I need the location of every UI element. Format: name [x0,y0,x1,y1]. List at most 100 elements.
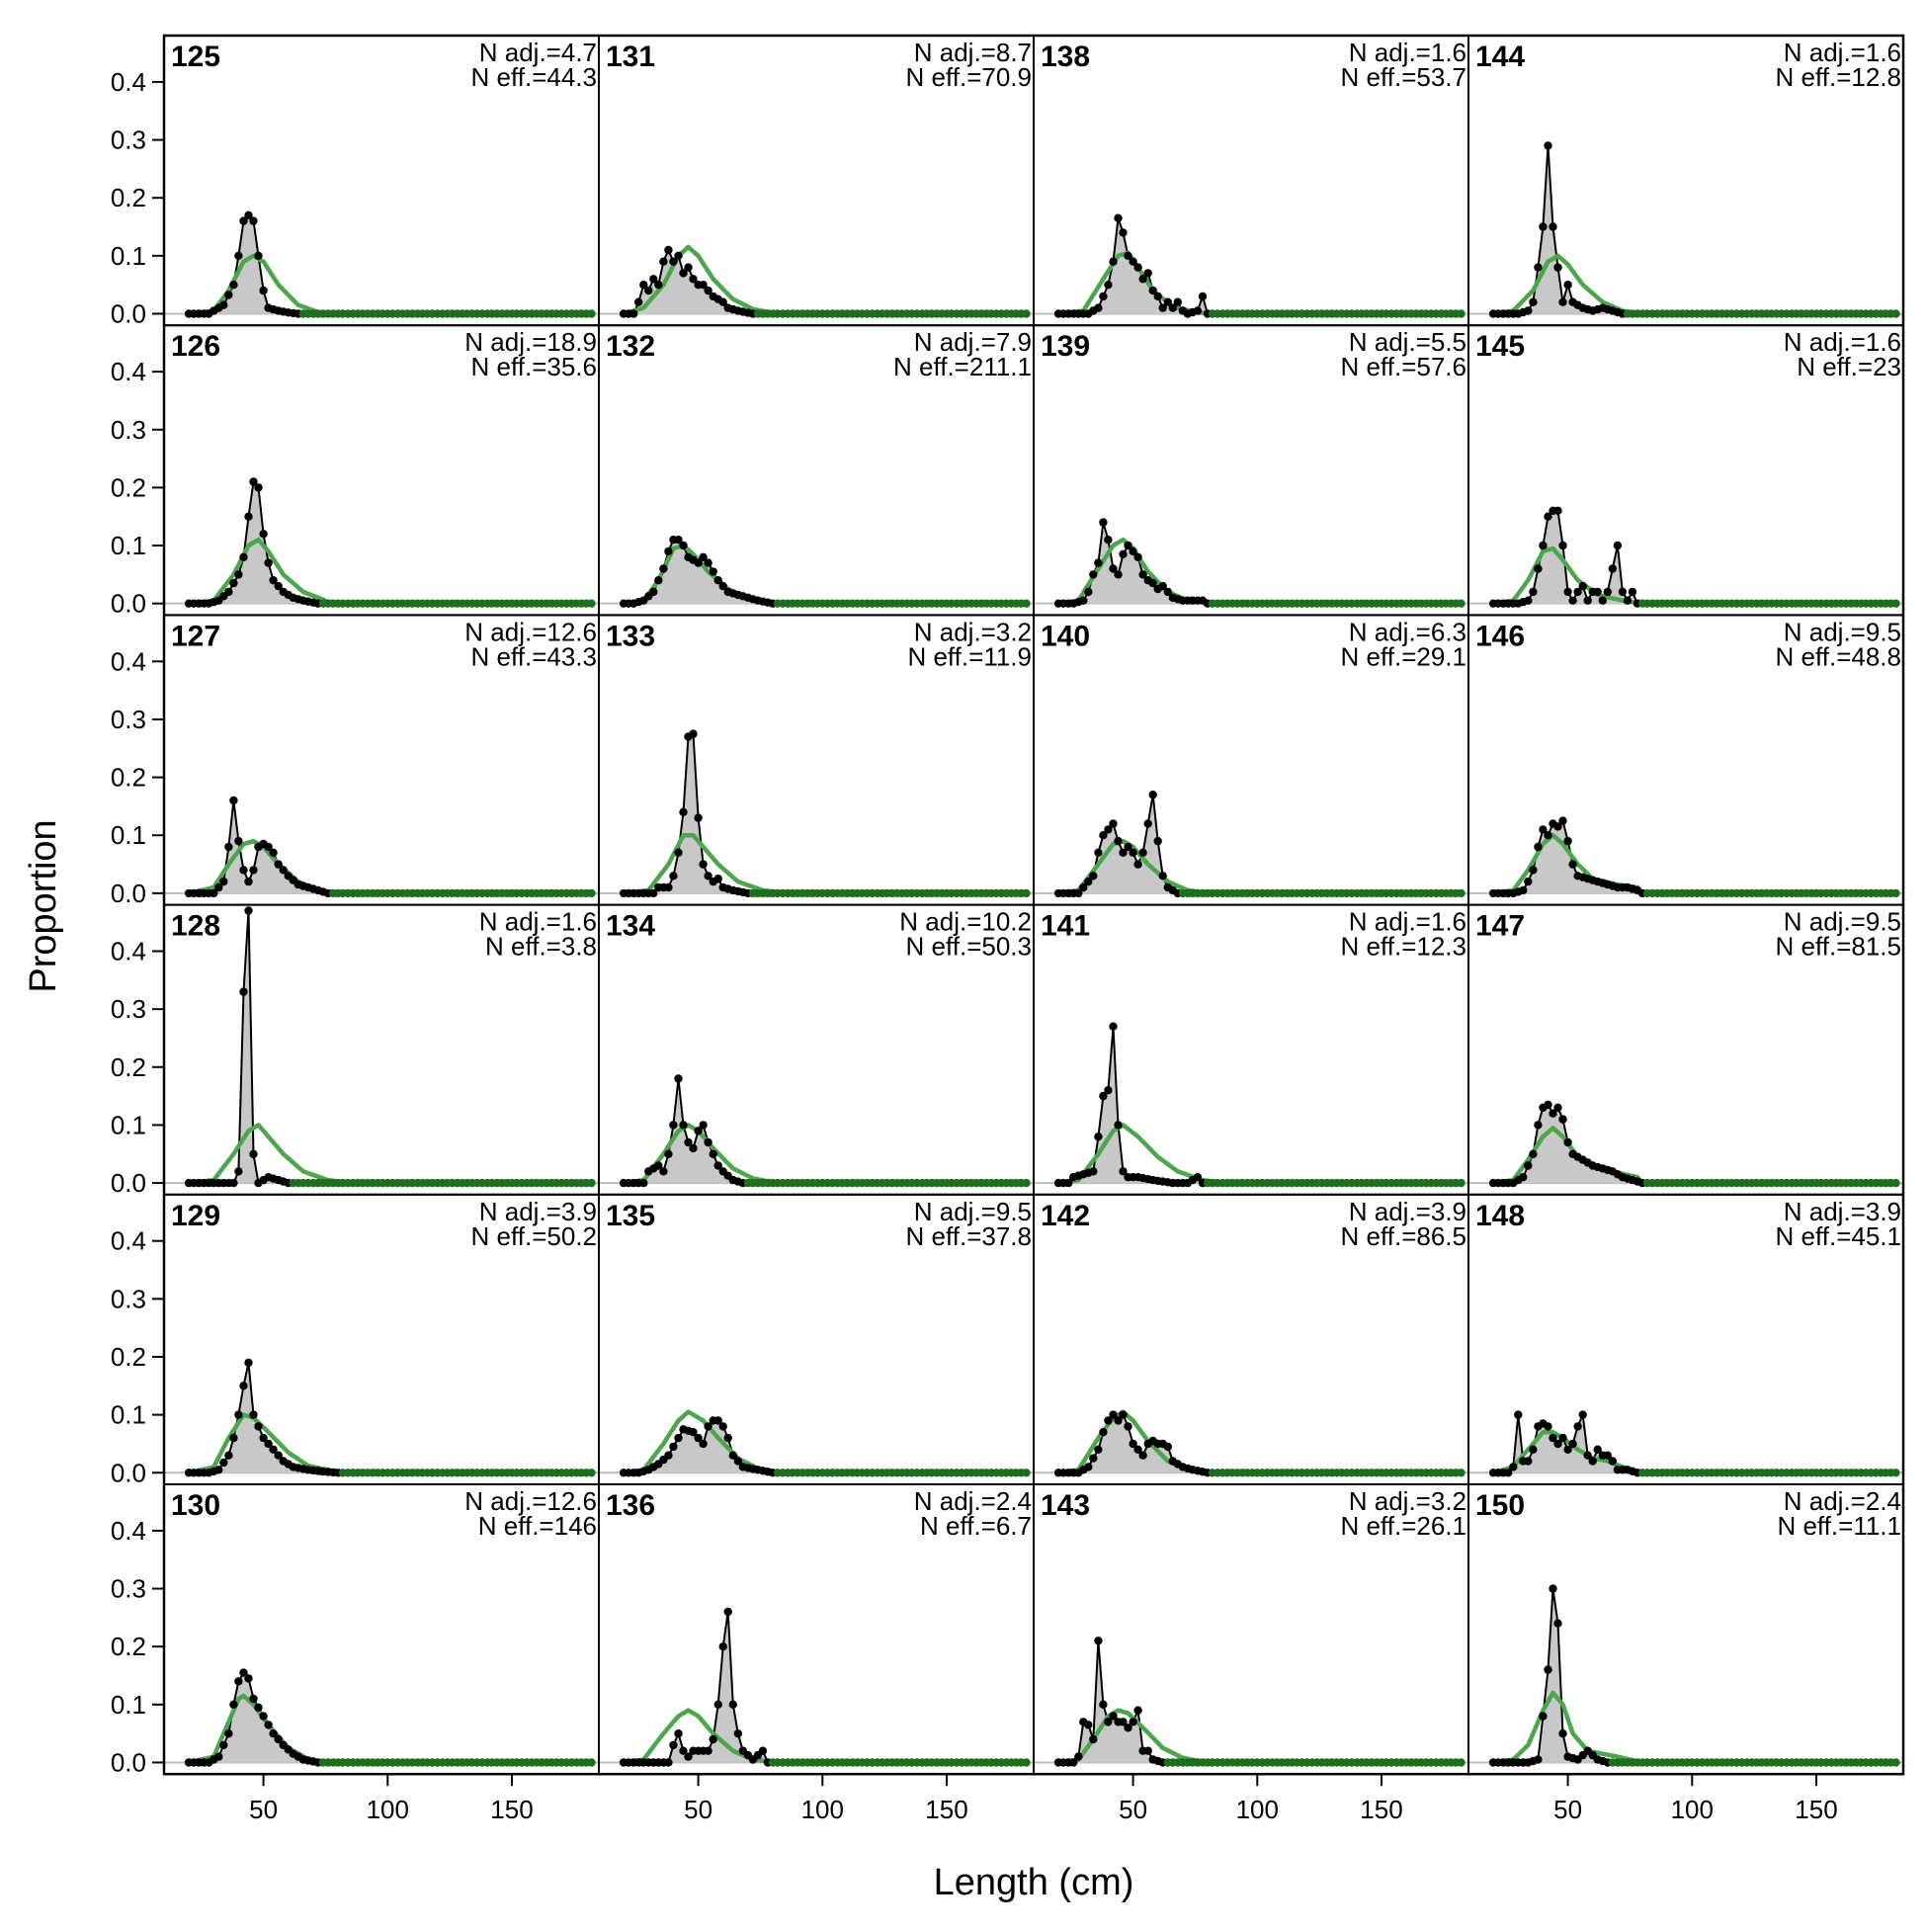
n-eff-label: N eff.=81.5 [1776,932,1901,962]
observed-point [219,1740,228,1750]
observed-point [664,1451,673,1460]
observed-point [1608,564,1618,573]
observed-point [1529,1149,1538,1159]
observed-point [279,866,288,875]
observed-point [264,1439,273,1449]
panel-id-label: 127 [171,620,220,652]
observed-point [1891,888,1900,898]
observed-point [1193,306,1203,315]
observed-point [1553,1439,1562,1449]
observed-point [1163,587,1173,597]
observed-point [1099,1428,1108,1437]
observed-point [229,1178,238,1188]
observed-point [1089,1167,1098,1176]
y-tick-label: 0.4 [111,646,146,676]
observed-point [713,576,722,585]
observed-point [664,882,673,892]
observed-point [209,888,218,898]
observed-point [244,1674,253,1683]
y-tick-label: 0.3 [111,994,146,1024]
n-eff-label: N eff.=45.1 [1776,1221,1901,1251]
observed-point [244,877,253,886]
observed-point [1133,860,1142,869]
observed-point [679,269,688,278]
observed-area [1493,820,1896,893]
observed-point [224,291,233,299]
n-adj-label: N adj.=10.2 [899,907,1032,937]
x-tick-label: 150 [925,1795,967,1824]
observed-point [1114,836,1123,846]
x-tick-label: 100 [1236,1795,1279,1824]
observed-point [1593,587,1602,597]
observed-point [244,210,253,219]
observed-point [269,1445,278,1455]
observed-point [1114,1121,1123,1130]
observed-point [1553,822,1562,831]
observed-point [1119,848,1128,857]
observed-point [1148,286,1157,295]
observed-point [1588,1457,1597,1466]
observed-point [1891,1178,1900,1188]
observed-point [1583,596,1592,605]
observed-point [224,1451,233,1460]
observed-point [664,546,673,556]
panel-id-label: 141 [1041,910,1090,943]
n-adj-label: N adj.=9.5 [1784,617,1901,646]
y-axis-title: Proportion [23,819,64,992]
observed-point [723,1607,732,1617]
observed-point [234,1410,243,1419]
observed-point [1022,1178,1031,1188]
observed-area [1493,1104,1896,1184]
observed-point [1544,1665,1552,1674]
y-tick-label: 0.4 [111,1226,146,1256]
observed-point [1544,512,1552,521]
observed-point [1104,825,1113,834]
n-eff-label: N eff.=11.1 [1777,1511,1901,1541]
observed-point [1158,581,1167,591]
observed-point [1457,888,1466,898]
observed-point [674,1074,683,1083]
observed-point [1529,297,1538,306]
y-tick-label: 0.2 [111,1052,146,1082]
observed-point [1891,1469,1900,1477]
observed-point [1524,1457,1533,1466]
n-adj-label: N adj.=1.6 [1784,38,1901,67]
observed-point [758,1746,768,1755]
observed-point [704,1137,712,1147]
n-eff-label: N eff.=44.3 [471,62,597,92]
observed-point [1099,1700,1108,1710]
observed-point [1568,1439,1577,1449]
observed-point [1109,1712,1118,1721]
observed-point [259,1433,268,1443]
observed-point [709,1149,717,1159]
panel-id-label: 150 [1475,1489,1525,1522]
observed-point [239,1382,248,1390]
panel-148: 148 N adj.=3.9N eff.=45.1 [1467,1193,1904,1486]
observed-point [249,866,258,875]
observed-point [1509,1463,1518,1471]
n-adj-label: N adj.=12.6 [464,617,597,646]
observed-area [189,1362,592,1473]
observed-area [624,250,1027,314]
observed-point [699,860,708,869]
observed-point [704,1746,712,1755]
x-tick-label: 50 [249,1795,278,1824]
panel-id-label: 134 [606,910,655,943]
x-tick-label: 50 [1553,1795,1582,1824]
n-eff-label: N eff.=23 [1797,352,1901,381]
observed-point [1129,257,1137,266]
observed-point [674,848,683,857]
x-axis-title: Length (cm) [934,1862,1134,1903]
observed-point [1553,506,1562,515]
panel-id-label: 135 [606,1200,655,1232]
observed-point [249,477,258,486]
observed-point [694,813,703,822]
observed-point [1074,1752,1083,1761]
observed-point [1529,866,1538,875]
y-tick-label: 0.1 [111,1400,146,1430]
panel-id-label: 143 [1041,1489,1090,1522]
observed-point [699,1439,708,1449]
observed-point [234,1167,243,1176]
observed-point [709,1734,717,1744]
